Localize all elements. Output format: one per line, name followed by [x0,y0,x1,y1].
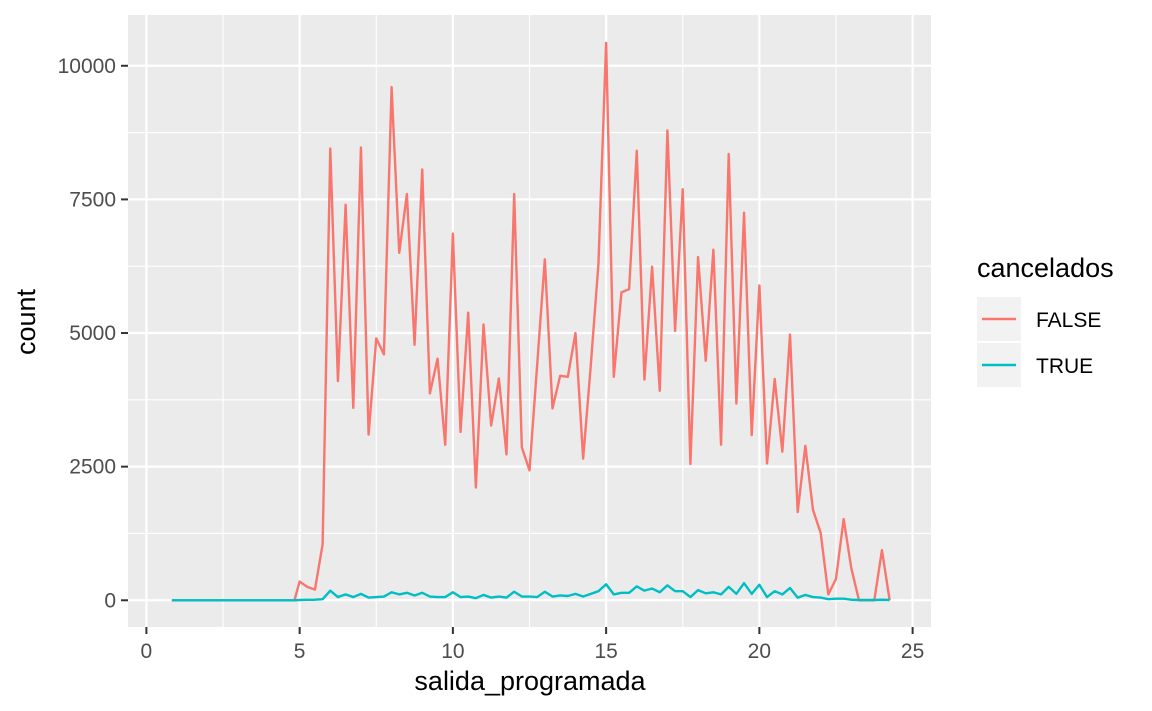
y-tick-label: 10000 [58,55,116,78]
x-tick-label: 20 [748,640,771,663]
legend: cancelados FALSE TRUE [977,253,1114,387]
x-tick-label: 25 [901,640,924,663]
x-axis: 0 5 10 15 20 25 [141,627,924,663]
y-tick-label: 5000 [69,322,116,345]
legend-title: cancelados [977,253,1114,283]
legend-label: TRUE [1036,355,1093,378]
y-tick-label: 7500 [69,188,116,211]
x-tick-label: 10 [441,640,464,663]
y-axis-title: count [11,288,41,355]
legend-label: FALSE [1036,309,1101,332]
y-tick-label: 2500 [69,456,116,479]
x-tick-label: 5 [294,640,306,663]
y-axis: 0 2500 5000 7500 10000 [58,55,128,612]
series-line-true [171,581,890,602]
minor-gridlines [128,15,931,627]
y-tick-label: 0 [104,589,116,612]
x-axis-title: salida_programada [414,666,646,696]
x-tick-label: 0 [141,640,153,663]
series-layer [171,41,891,602]
x-tick-label: 15 [594,640,617,663]
